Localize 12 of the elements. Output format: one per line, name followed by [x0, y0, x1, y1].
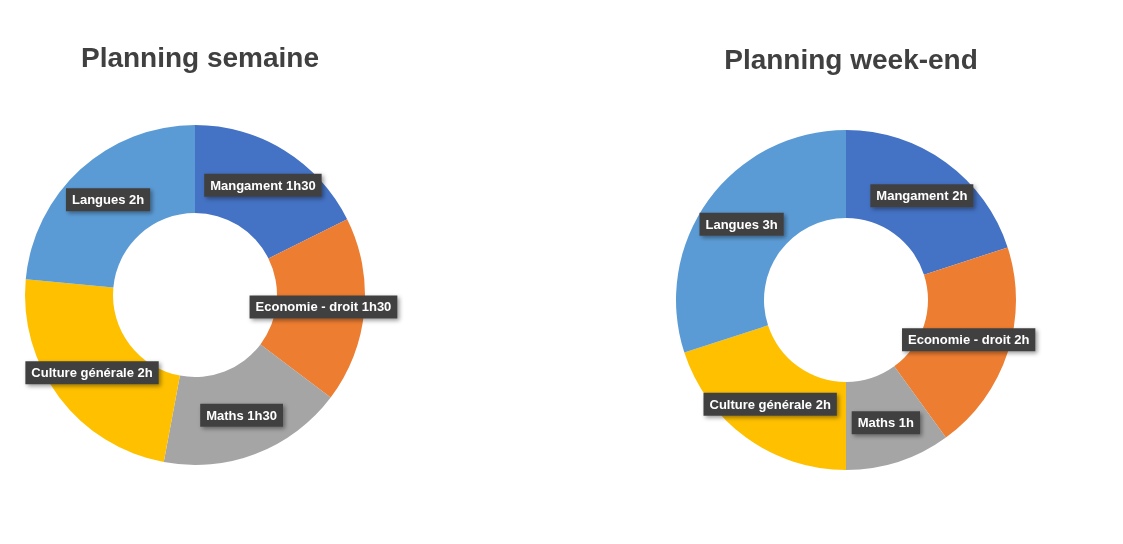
slice-label: Culture générale 2h: [709, 396, 831, 412]
slice-label: Maths 1h30: [206, 407, 278, 423]
slice-label: Culture générale 2h: [31, 365, 153, 381]
slice-label: Mangament 2h: [876, 188, 968, 204]
slice-label: Economie - droit 2h: [908, 332, 1030, 348]
slice-label: Maths 1h: [857, 415, 915, 431]
chart-title: Planning semaine: [80, 41, 320, 73]
slice-label: Langues 3h: [705, 216, 778, 232]
chart-title: Planning week-end: [724, 43, 978, 75]
slice-label: Langues 2h: [71, 192, 145, 208]
slice-label: Economie - droit 1h30: [255, 299, 392, 315]
slice-label: Mangament 1h30: [210, 177, 316, 193]
